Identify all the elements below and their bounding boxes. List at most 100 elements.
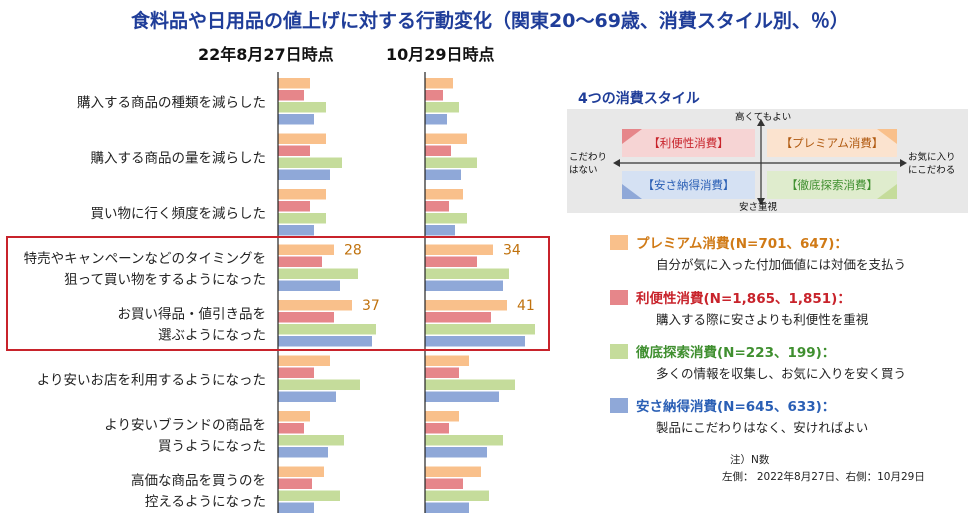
category-label-7-0: 高価な商品を買うのを	[131, 472, 266, 489]
bar-p1-s0-c5	[425, 355, 469, 366]
bar-p0-s1-c7	[278, 478, 312, 489]
quadrant-thorough: 【徹底探索消費】	[767, 171, 897, 199]
data-label-p0-c4: 37	[362, 298, 380, 314]
bar-p0-s0-c4	[278, 300, 352, 311]
legend-premium-name: プレミアム消費(N=701、647)：	[636, 236, 848, 252]
legend-convenience-name: 利便性消費(N=1,865、1,851)：	[636, 291, 851, 307]
axis-label-bottom: 安さ重視	[739, 202, 778, 213]
bar-p1-s3-c7	[425, 502, 469, 513]
swatch-value	[610, 398, 628, 413]
quadrant-axes	[613, 119, 907, 205]
panel-title-left: 22年8月27日時点	[198, 45, 334, 64]
corner-convenience	[622, 129, 642, 144]
bar-p1-s2-c1	[425, 157, 477, 168]
bar-p1-s3-c3	[425, 280, 503, 291]
bar-p0-s3-c2	[278, 225, 314, 236]
category-label-6-0: より安いブランドの商品を	[104, 417, 266, 434]
bar-p1-s1-c1	[425, 145, 451, 156]
bar-p1-s1-c5	[425, 367, 459, 378]
bar-p1-s2-c3	[425, 268, 509, 279]
bar-p0-s1-c2	[278, 201, 310, 212]
legend-thorough: 徹底探索消費(N=223、199)： 多くの情報を収集し、お気に入りを安く買う	[610, 341, 970, 382]
notes: 注）N数 左側： 2022年8月27日、右側：10月29日	[722, 452, 925, 486]
bar-chart: 28 37 34 41 購入する商品の種類を減らした購入する商品の量を減らした買い物に行…	[24, 72, 535, 513]
bar-p0-s2-c2	[278, 213, 326, 224]
bar-p1-s2-c4	[425, 324, 535, 335]
bar-p0-s1-c4	[278, 312, 334, 323]
bar-p1-s1-c7	[425, 478, 463, 489]
consumption-style-quadrant: 【利便性消費】 【プレミアム消費】 【安さ納得消費】 【徹底探索消費】 高くても…	[567, 109, 968, 213]
axis-label-right: お気に入り にこだわる	[908, 152, 956, 176]
swatch-thorough	[610, 344, 628, 359]
category-label-5-0: より安いお店を利用するようになった	[37, 373, 266, 389]
bar-p0-s0-c0	[278, 78, 310, 89]
data-label-p1-c3: 34	[503, 243, 521, 259]
bar-p0-s2-c4	[278, 324, 376, 335]
bar-p1-s1-c6	[425, 423, 449, 434]
quadrant-convenience: 【利便性消費】	[622, 129, 755, 157]
category-label-3-0: 特売やキャンペーンなどのタイミングを	[24, 251, 266, 267]
corner-value	[622, 184, 642, 199]
bar-p1-s2-c0	[425, 102, 459, 113]
bar-p0-s1-c5	[278, 367, 314, 378]
bar-p0-s1-c6	[278, 423, 304, 434]
bar-p1-s0-c4	[425, 300, 507, 311]
legend-thorough-desc: 多くの情報を収集し、お気に入りを安く買う	[656, 366, 907, 381]
bar-p0-s2-c0	[278, 102, 326, 113]
bar-p1-s2-c7	[425, 490, 489, 501]
bar-p0-s1-c3	[278, 256, 322, 267]
bar-p1-s1-c4	[425, 312, 491, 323]
bar-p1-s0-c3	[425, 244, 493, 255]
legend-convenience-desc: 購入する際に安さよりも利便性を重視	[656, 312, 869, 327]
bar-p0-s3-c4	[278, 336, 372, 347]
data-label-p0-c3: 28	[344, 243, 362, 259]
bar-p0-s3-c0	[278, 114, 314, 125]
bar-p0-s0-c5	[278, 355, 330, 366]
bar-p0-s2-c6	[278, 435, 344, 446]
category-label-2-0: 買い物に行く頻度を減らした	[91, 205, 267, 222]
bar-p1-s2-c6	[425, 435, 503, 446]
legend-premium-desc: 自分が気に入った付加価値には対価を支払う	[656, 257, 907, 272]
bar-p0-s0-c6	[278, 411, 310, 422]
bar-p0-s3-c1	[278, 169, 330, 180]
bar-p0-s3-c3	[278, 280, 340, 291]
bar-p0-s1-c1	[278, 145, 310, 156]
bar-p1-s0-c1	[425, 133, 467, 144]
axis-label-left: こだわり はない	[569, 152, 608, 176]
bar-p1-s1-c3	[425, 256, 477, 267]
bar-p1-s0-c2	[425, 189, 463, 200]
legend-value: 安さ納得消費(N=645、633)： 製品にこだわりはなく、安ければよい	[610, 395, 970, 436]
bar-p0-s2-c3	[278, 268, 358, 279]
category-label-0-0: 購入する商品の種類を減らした	[77, 94, 266, 111]
bar-p0-s0-c2	[278, 189, 326, 200]
legend-value-desc: 製品にこだわりはなく、安ければよい	[656, 420, 869, 435]
category-label-3-1: 狙って買い物をするようになった	[64, 272, 266, 288]
axis-label-top: 高くてもよい	[735, 112, 792, 123]
note-n: 注）N数	[730, 454, 770, 466]
bar-p1-s2-c2	[425, 213, 467, 224]
panel-title-right: 10月29日時点	[386, 45, 495, 64]
legend-convenience: 利便性消費(N=1,865、1,851)： 購入する際に安さよりも利便性を重視	[610, 287, 970, 328]
category-label-4-0: お買い得品・値引き品を	[118, 306, 267, 323]
corner-premium	[877, 129, 897, 144]
legend-value-name: 安さ納得消費(N=645、633)：	[636, 399, 836, 415]
bar-p1-s3-c2	[425, 225, 455, 236]
category-label-4-1: 選ぶようになった	[158, 328, 266, 344]
bar-p0-s0-c3	[278, 244, 334, 255]
highlight-box	[6, 236, 550, 351]
category-label-7-1: 控えるようになった	[145, 494, 266, 510]
data-label-p1-c4: 41	[517, 298, 535, 314]
bar-p0-s2-c1	[278, 157, 342, 168]
bar-p1-s0-c6	[425, 411, 459, 422]
category-label-1-0: 購入する商品の量を減らした	[91, 150, 267, 167]
legend-thorough-name: 徹底探索消費(N=223、199)：	[636, 345, 836, 361]
bar-p0-s2-c5	[278, 379, 360, 390]
bar-p0-s0-c7	[278, 466, 324, 477]
corner-thorough	[877, 184, 897, 199]
bar-p1-s3-c1	[425, 169, 461, 180]
bar-p1-s0-c7	[425, 466, 481, 477]
bar-p1-s3-c0	[425, 114, 447, 125]
bar-p1-s3-c4	[425, 336, 525, 347]
quadrant-value: 【安さ納得消費】	[622, 171, 755, 199]
bar-p0-s0-c1	[278, 133, 326, 144]
